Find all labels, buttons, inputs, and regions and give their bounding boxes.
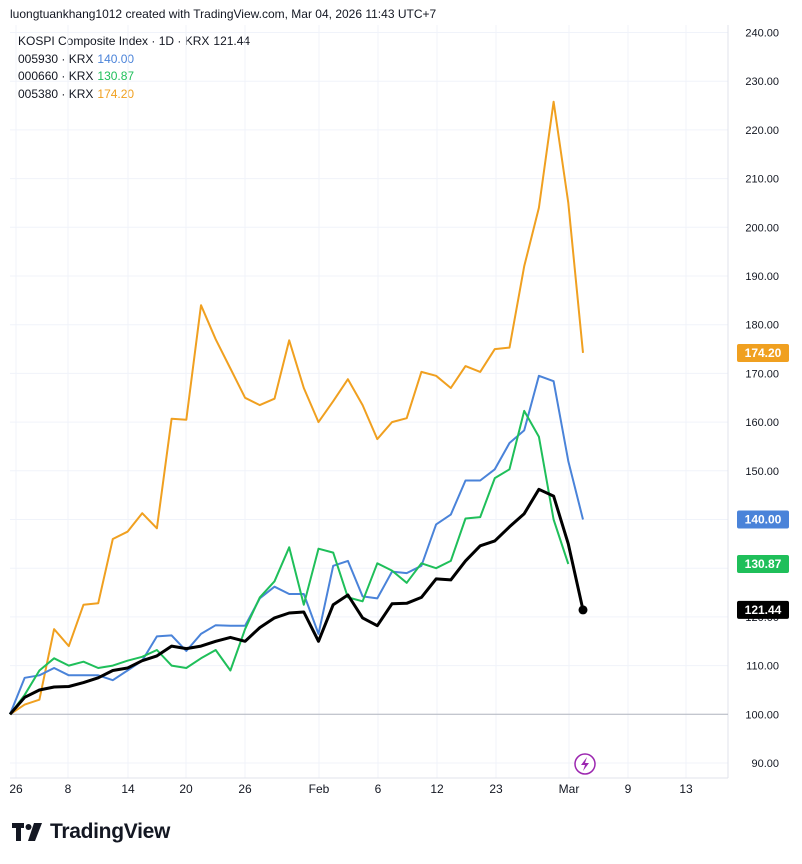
- y-tick-label: 100.00: [745, 709, 779, 721]
- legend-series-name: 005930 · KRX: [18, 51, 94, 66]
- x-tick-label: Mar: [559, 782, 580, 796]
- legend-series-value: 140.00: [97, 51, 135, 66]
- x-tick-label: 8: [65, 782, 72, 796]
- y-tick-label: 240.00: [745, 28, 779, 40]
- y-tick-label: 190.00: [745, 271, 779, 283]
- legend-series-value: 174.20: [97, 86, 135, 101]
- price-tag-bg: [737, 510, 789, 529]
- tradingview-logo[interactable]: TradingView: [12, 820, 170, 844]
- chart-caption: luongtuankhang1012 created with TradingV…: [10, 7, 437, 21]
- price-tag-label: 130.87: [745, 557, 782, 571]
- legend-item[interactable]: 005380 · KRX 174.20: [18, 86, 250, 104]
- legend-item[interactable]: 005930 · KRX 140.00: [18, 51, 250, 69]
- price-tag: 121.44: [737, 600, 789, 619]
- x-tick-label: 6: [375, 782, 382, 796]
- y-tick-label: 150.00: [745, 466, 779, 478]
- legend-series-value: 130.87: [97, 69, 135, 83]
- series-line[interactable]: [9, 409, 570, 715]
- price-tag-label: 140.00: [745, 513, 782, 527]
- price-tag-bg: [737, 600, 789, 619]
- y-tick-label: 170.00: [745, 368, 779, 380]
- series-line[interactable]: [8, 487, 585, 716]
- x-tick-label: 13: [679, 782, 693, 796]
- price-tag: 130.87: [737, 554, 789, 573]
- price-tag: 174.20: [737, 343, 789, 362]
- price-tag-bg: [737, 554, 789, 573]
- lightning-icon: [581, 757, 589, 771]
- y-tick-label: 220.00: [745, 125, 779, 137]
- series-last-point: [578, 605, 588, 615]
- price-tag-label: 121.44: [745, 603, 782, 617]
- legend-series-name: 005380 · KRX: [18, 86, 94, 101]
- x-tick-label: 12: [430, 782, 444, 796]
- x-tick-label: 14: [121, 782, 135, 796]
- y-tick-label: 210.00: [745, 174, 779, 186]
- x-tick-label: Feb: [309, 782, 330, 796]
- x-tick-label: 20: [179, 782, 193, 796]
- legend-series-name: KOSPI Composite Index · 1D · KRX: [18, 34, 210, 48]
- x-tick-label: 9: [625, 782, 632, 796]
- price-tag-label: 174.20: [745, 346, 782, 360]
- tradingview-logo-icon: [12, 823, 42, 841]
- tradingview-logo-text: TradingView: [50, 820, 171, 843]
- legend-item[interactable]: 000660 · KRX 130.87: [18, 68, 250, 86]
- legend-item[interactable]: KOSPI Composite Index · 1D · KRX 121.44: [18, 33, 250, 51]
- x-tick-label: 26: [238, 782, 252, 796]
- price-tag: 140.00: [737, 510, 789, 529]
- y-tick-label: 200.00: [745, 222, 779, 234]
- y-tick-label: 160.00: [745, 417, 779, 429]
- legend-series-name: 000660 · KRX: [18, 69, 94, 83]
- y-tick-label: 230.00: [745, 76, 779, 88]
- series-line[interactable]: [9, 100, 584, 716]
- x-tick-label: 23: [489, 782, 503, 796]
- y-tick-label: 110.00: [746, 661, 779, 673]
- event-marker[interactable]: [574, 753, 596, 775]
- chart[interactable]: 90.00100.00110.00120.00130.00140.00150.0…: [0, 0, 802, 810]
- y-tick-label: 90.00: [751, 758, 779, 770]
- series-line[interactable]: [9, 374, 584, 715]
- y-tick-label: 180.00: [745, 320, 779, 332]
- legend: KOSPI Composite Index · 1D · KRX 121.44 0…: [18, 33, 250, 103]
- legend-series-value: 121.44: [213, 34, 251, 48]
- x-tick-label: 26: [9, 782, 23, 796]
- price-tag-bg: [737, 343, 789, 362]
